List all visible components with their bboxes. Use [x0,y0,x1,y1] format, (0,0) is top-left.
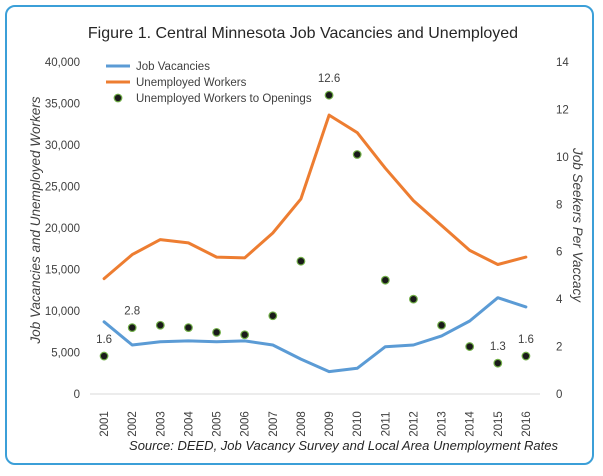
y-axis-ticks: 0 5,000 10,000 15,000 20,000 25,000 30,000 35,0… [45,57,80,401]
ratio-point [184,323,193,333]
ratio-point [324,90,334,100]
legend-label: Unemployed Workers [136,77,247,89]
data-label: 1.6 [518,334,534,346]
legend-swatch [113,93,123,103]
y-tick-label: 5,000 [51,348,80,360]
x-tick-label: 2010 [352,411,364,437]
legend-label: Unemployed Workers to Openings [136,93,312,105]
data-label: 2.8 [124,306,140,318]
ratio-point [380,275,390,285]
y-tick-label: 0 [74,389,80,401]
y-tick-label: 40,000 [45,57,80,69]
y2-tick-label: 10 [556,152,569,164]
x-tick-label: 2004 [183,411,195,437]
data-label: 12.6 [318,73,340,85]
ratio-point [465,342,475,351]
y-tick-label: 25,000 [45,182,80,194]
data-label: 1.6 [96,334,112,346]
x-tick-label: 2009 [324,411,336,437]
x-tick-label: 2013 [437,411,449,437]
plot-area: 1.6 2.8 12.6 1.3 1.6 [96,73,534,374]
ratio-point [268,311,278,321]
data-label: 1.3 [490,341,506,353]
x-tick-label: 2011 [380,412,392,437]
y-tick-label: 35,000 [45,99,80,111]
x-tick-label: 2002 [127,411,139,437]
legend-label: Job Vacancies [136,61,210,73]
x-tick-label: 2015 [493,411,505,437]
y2-tick-label: 4 [556,294,563,306]
series-line-job-vacancies [102,296,528,374]
y2-tick-label: 0 [556,389,562,401]
x-tick-label: 2005 [212,411,224,437]
ratio-point [240,330,250,340]
x-tick-label: 2012 [408,411,420,437]
chart-title: Figure 1. Central Minnesota Job Vacancie… [88,25,518,42]
y2-axis-title: Job Seekers Per Vaccacy [570,147,585,303]
ratio-point [127,323,137,333]
x-tick-label: 2007 [268,411,280,437]
chart-legend: Job Vacancies Unemployed Workers Unemploye… [106,61,312,105]
ratio-point [521,351,531,361]
y2-tick-label: 6 [556,247,562,259]
ratio-point [352,150,362,159]
ratio-point [155,320,165,330]
y2-tick-label: 12 [556,104,569,116]
x-tick-label: 2008 [296,411,308,437]
x-tick-label: 2016 [521,411,533,437]
x-tick-label: 2014 [465,411,477,437]
y2-tick-label: 2 [556,342,562,354]
y2-tick-label: 14 [556,57,569,69]
chart-frame [5,5,594,465]
ratio-point [296,256,306,266]
ratio-point [493,358,503,368]
y-tick-label: 20,000 [45,223,80,235]
y2-axis-ticks: 0 2 4 6 8 10 12 14 [556,57,569,401]
x-tick-label: 2006 [240,411,252,437]
ratio-point [409,294,418,304]
ratio-point [437,320,446,330]
x-tick-label: 2003 [155,411,167,437]
y-tick-label: 10,000 [45,306,80,318]
x-tick-label: 2001 [99,411,111,437]
y2-tick-label: 8 [556,199,562,211]
ratio-point [99,351,109,361]
y-axis-title: Job Vacancies and Unemployed Workers [28,96,43,344]
y-tick-label: 30,000 [45,140,80,152]
x-axis-ticks: 2001 2002 2003 2004 2005 2006 2007 2008 2009 2010… [99,411,533,437]
series-line-unemployed-workers [102,113,528,281]
y-tick-label: 15,000 [45,265,80,277]
chart-source: Source: DEED, Job Vacancy Survey and Loc… [129,438,558,453]
ratio-point [212,327,221,337]
